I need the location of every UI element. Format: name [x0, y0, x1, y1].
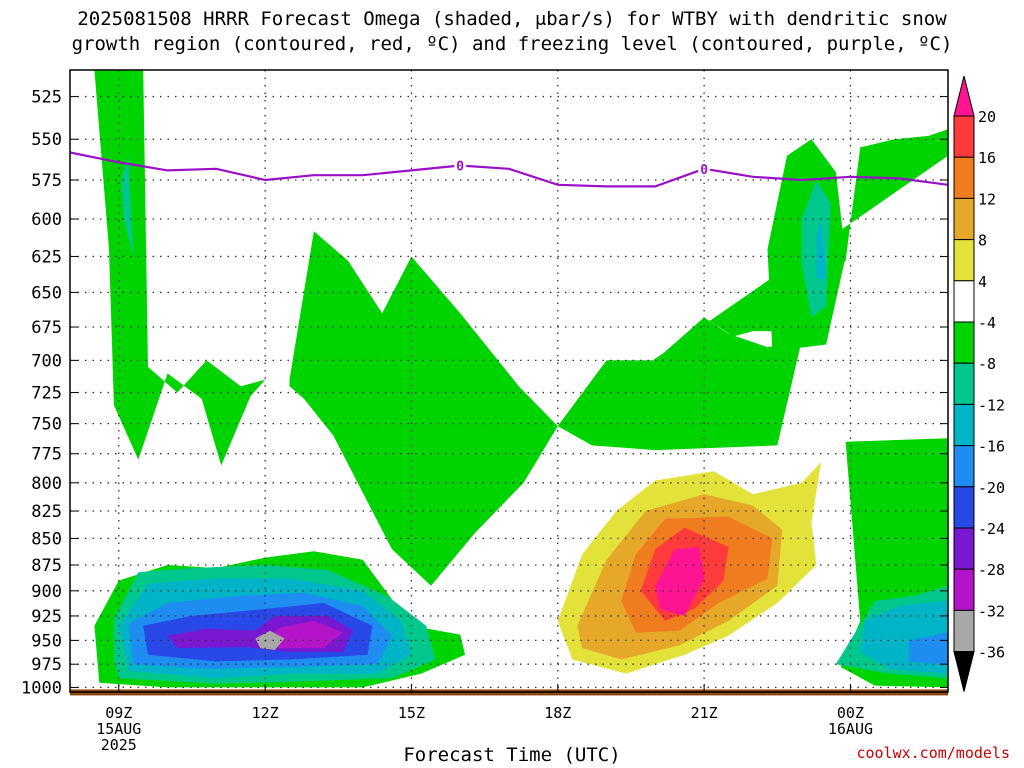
colorbar-label-8: -16: [978, 438, 1005, 456]
omega-region-3: [557, 317, 802, 451]
y-tick-label-750: 750: [31, 415, 62, 435]
colorbar-label-12: -32: [978, 602, 1005, 620]
colorbar-label-7: -12: [978, 396, 1005, 414]
omega-shaded-regions: [94, 70, 948, 688]
y-axis-ticks: 525 550 575 600 625 650 675 700 725 750 775 800 825 8…: [21, 88, 948, 698]
x-tick-label-24-0: 00Z: [837, 704, 864, 722]
y-tick-label-625: 625: [31, 247, 62, 267]
y-tick-label-600: 600: [31, 210, 62, 230]
colorbar-swatch-4: [953, 280, 975, 323]
credit-link[interactable]: coolwx.com/models: [856, 744, 1010, 762]
colorbar-label-3: 8: [978, 232, 987, 250]
colorbar-swatch-5: [953, 321, 975, 364]
colorbar-label-1: 16: [978, 149, 996, 167]
omega-region-19: [255, 630, 285, 650]
y-tick-label-550: 550: [31, 130, 62, 150]
freezing-level-label-0: 0: [456, 160, 464, 175]
chart-title-line-1: 2025081508 HRRR Forecast Omega (shaded, …: [77, 8, 947, 30]
omega-region-0: [94, 70, 266, 466]
x-tick-label-9-0: 09Z: [105, 704, 132, 722]
y-tick-label-875: 875: [31, 556, 62, 576]
omega-region-7: [121, 155, 134, 257]
colorbar-swatch-6: [953, 362, 975, 405]
y-tick-label-825: 825: [31, 502, 62, 522]
colorbar-label-6: -8: [978, 355, 996, 373]
grid-lines: [70, 70, 948, 692]
y-tick-label-850: 850: [31, 529, 62, 549]
x-tick-label-12-0: 12Z: [252, 704, 279, 722]
x-tick-label-15-0: 15Z: [398, 704, 425, 722]
x-tick-label-18-0: 18Z: [544, 704, 571, 722]
colorbar-label-5: -4: [978, 314, 996, 332]
y-tick-label-800: 800: [31, 474, 62, 494]
omega-region-24: [655, 547, 705, 616]
freezing-level-label-bg-1: [698, 160, 711, 176]
x-axis-label: Forecast Time (UTC): [403, 744, 621, 766]
colorbar-swatch-2: [953, 197, 975, 241]
x-tick-label-24-1: 16AUG: [828, 720, 873, 738]
freezing-level-label-bg-0: [454, 157, 467, 173]
y-tick-label-650: 650: [31, 283, 62, 303]
freezing-level-line: [70, 151, 948, 188]
colorbar-swatch-10: [953, 527, 975, 570]
omega-region-12: [816, 219, 827, 279]
colorbar-swatch-8: [953, 445, 975, 488]
colorbar-label-0: 20: [978, 108, 996, 126]
y-tick-label-900: 900: [31, 582, 62, 602]
omega-region-1: [289, 231, 558, 586]
x-tick-label-9-1: 15AUG: [96, 720, 141, 738]
colorbar-swatch-7: [953, 403, 975, 447]
colorbar-bottom-arrow: [953, 651, 975, 692]
colorbar-swatch-11: [953, 568, 975, 611]
colorbar-swatch-9: [953, 486, 975, 529]
colorbar-legend: 20 16 12 8 4 -4 -8 -12 -16 -20 -24 -28 -32 -36: [953, 75, 1005, 692]
colorbar-label-11: -28: [978, 561, 1005, 579]
colorbar-label-10: -24: [978, 520, 1005, 538]
y-tick-label-925: 925: [31, 607, 62, 627]
colorbar-swatch-0: [953, 115, 975, 158]
colorbar-swatch-1: [953, 156, 975, 199]
y-tick-label-950: 950: [31, 631, 62, 651]
colorbar-label-2: 12: [978, 190, 996, 208]
colorbar-label-4: 4: [978, 273, 987, 291]
colorbar-label-9: -20: [978, 479, 1005, 497]
y-tick-label-525: 525: [31, 88, 62, 108]
x-tick-label-9-2: 2025: [101, 736, 137, 754]
y-tick-label-725: 725: [31, 384, 62, 404]
plot-frame: [69, 69, 949, 693]
y-tick-label-700: 700: [31, 351, 62, 371]
chart-title-line-2: growth region (contoured, red, ºC) and f…: [71, 33, 953, 55]
omega-region-18: [265, 620, 344, 649]
y-tick-label-975: 975: [31, 655, 62, 675]
colorbar-swatch-3: [953, 239, 975, 282]
y-tick-label-675: 675: [31, 318, 62, 338]
y-tick-label-1000: 1000: [21, 678, 62, 698]
colorbar-label-13: -36: [978, 644, 1005, 662]
colorbar-swatch-12: [953, 609, 975, 653]
x-tick-label-21-0: 21Z: [691, 704, 718, 722]
colorbar-top-arrow: [953, 75, 975, 117]
freezing-level-label-1: 0: [700, 163, 708, 178]
y-tick-label-775: 775: [31, 445, 62, 465]
y-tick-label-575: 575: [31, 171, 62, 191]
